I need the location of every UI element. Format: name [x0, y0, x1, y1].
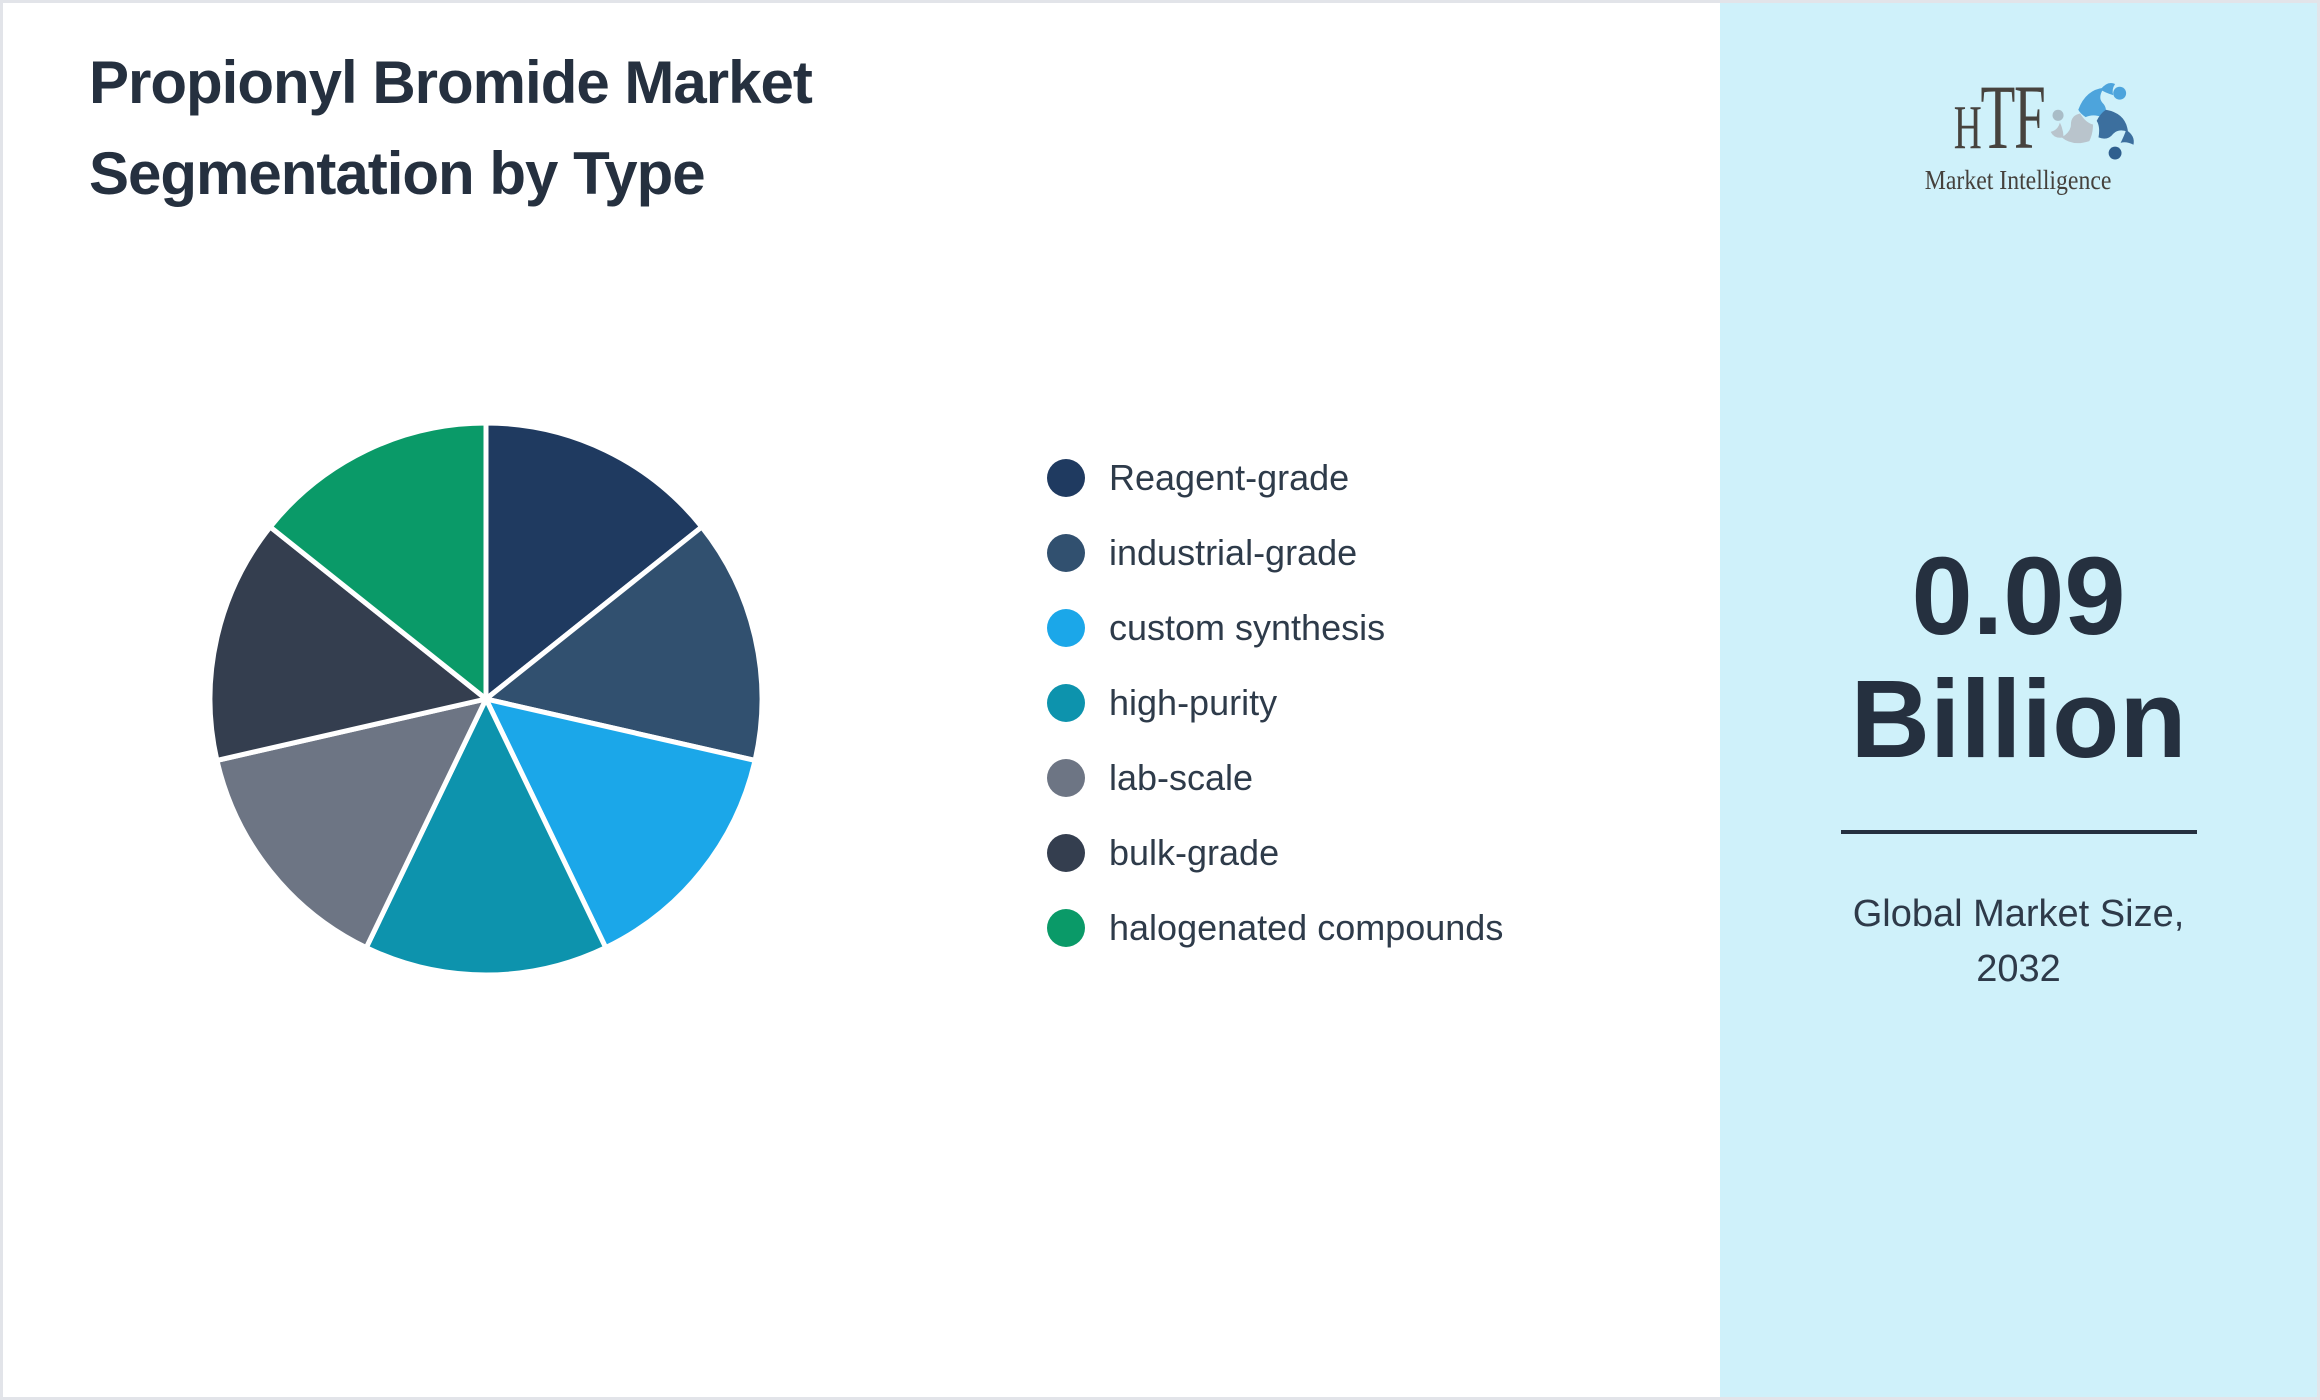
logo-tagline: Market Intelligence: [1925, 165, 2112, 195]
legend-label: halogenated compounds: [1109, 907, 1504, 948]
pie-slice-high-purity: [363, 696, 609, 978]
legend-swatch: [1047, 534, 1085, 572]
legend-item-custom-synthesis: custom synthesis: [1047, 607, 1503, 648]
caption-line2: 2032: [1976, 948, 2061, 991]
legend-swatch: [1047, 759, 1085, 797]
legend-label: high-purity: [1109, 682, 1278, 723]
legend-item-lab-scale: lab-scale: [1047, 757, 1503, 798]
pie-slice-industrial-grade: [483, 524, 765, 763]
market-size-number: 0.09: [1911, 535, 2126, 658]
pie-chart-svg: [207, 420, 765, 978]
legend-label: lab-scale: [1109, 757, 1254, 798]
legend-swatch: [1047, 834, 1085, 872]
market-size-unit: Billion: [1850, 658, 2187, 782]
legend-item-halogenated-compounds: halogenated compounds: [1047, 907, 1504, 948]
pie-slice-reagent-grade: [483, 420, 705, 702]
legend-item-bulk-grade: bulk-grade: [1047, 832, 1503, 873]
legend-item-high-purity: high-purity: [1047, 682, 1503, 723]
company-logo: HTF Market Intelligence: [1720, 66, 2317, 196]
logo-row: HTF: [1898, 66, 2139, 169]
legend-label: Reagent-grade: [1109, 457, 1350, 498]
legend-label: bulk-grade: [1109, 832, 1280, 873]
caption-line1: Global Market Size,: [1852, 893, 2185, 935]
legend-swatch: [1047, 609, 1085, 647]
legend-swatch: [1047, 684, 1085, 722]
dolphin-swirl-icon: [2050, 82, 2134, 160]
side-panel: HTF Market Intelligence: [1720, 3, 2317, 1397]
pie-slice-halogenated-compounds: [267, 420, 489, 702]
page-title-line2: Segmentation by Type: [89, 140, 706, 208]
market-size-value: 0.09 Billion: [1720, 535, 2317, 781]
legend-label: industrial-grade: [1109, 532, 1358, 573]
chart-legend: Reagent-grade industrial-grade custom synt…: [1047, 457, 1504, 948]
legend-label: custom synthesis: [1109, 607, 1386, 648]
page-title: Propionyl Bromide Market Segmentation by…: [89, 37, 813, 219]
legend-swatch: [1047, 459, 1085, 497]
panel-divider: [1840, 830, 2197, 834]
pie-slice-bulk-grade: [207, 524, 489, 763]
market-size-caption: Global Market Size, 2032: [1720, 887, 2317, 997]
legend-item-reagent-grade: Reagent-grade: [1047, 457, 1503, 498]
pie-chart: [200, 413, 772, 985]
pie-slice-custom-synthesis: [483, 696, 758, 951]
legend-item-industrial-grade: industrial-grade: [1047, 532, 1503, 573]
legend-swatch: [1047, 909, 1085, 947]
page-title-line1: Propionyl Bromide Market: [89, 49, 813, 116]
logo-brand-text: HTF: [1953, 66, 2046, 169]
pie-slice-lab-scale: [214, 696, 489, 951]
